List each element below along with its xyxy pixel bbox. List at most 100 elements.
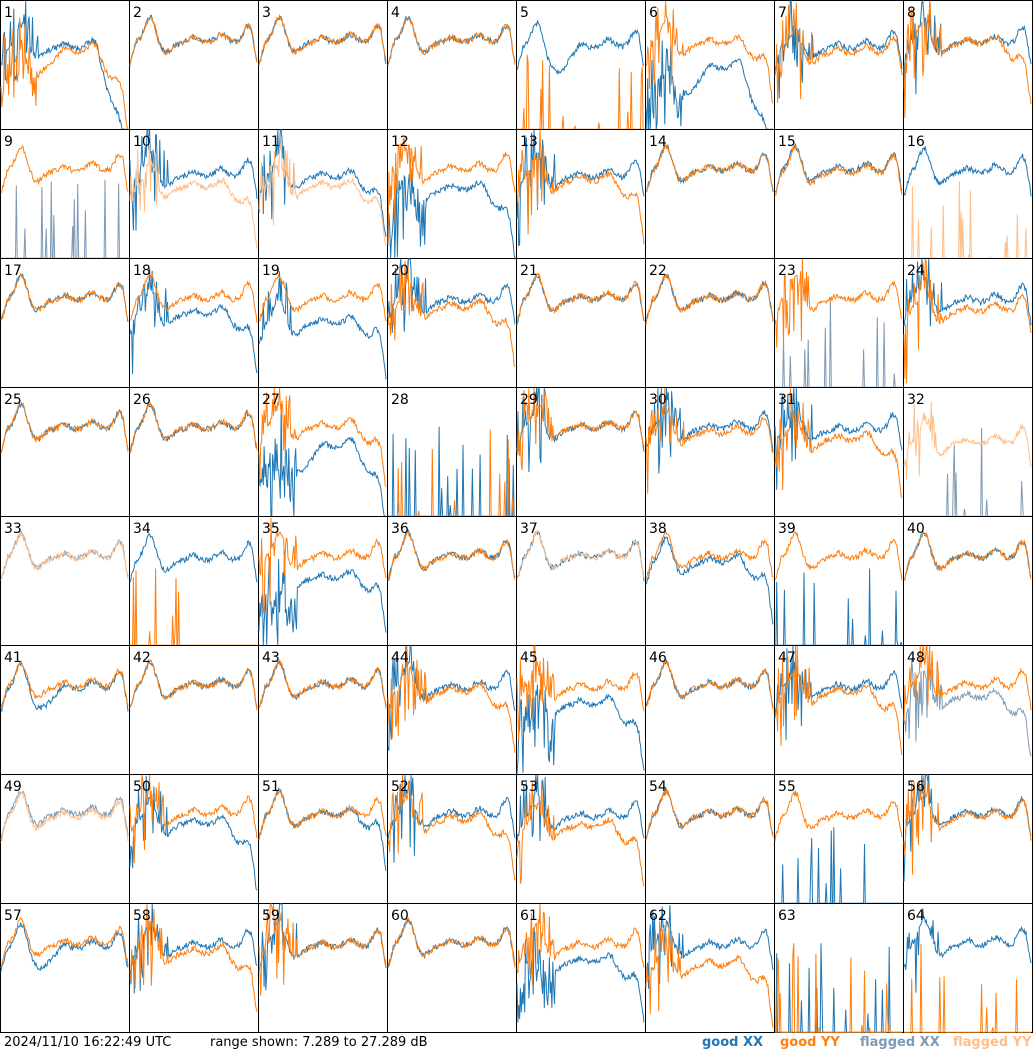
series-xx-line xyxy=(258,129,387,237)
series-xx-line xyxy=(129,129,258,231)
footer-bar: 2024/11/10 16:22:49 UTC range shown: 7.2… xyxy=(0,1033,1033,1053)
panel-label: 9 xyxy=(4,134,13,150)
panel-label: 3 xyxy=(262,5,271,21)
panel-label: 44 xyxy=(391,650,409,666)
series-xx-line xyxy=(129,14,258,66)
series-yy-line xyxy=(645,530,774,580)
panel-label: 32 xyxy=(907,392,925,408)
panel-label: 25 xyxy=(4,392,22,408)
panel-label: 36 xyxy=(391,521,409,537)
panel-label: 26 xyxy=(133,392,151,408)
series-yy-line xyxy=(387,774,516,881)
panel-label: 37 xyxy=(520,521,538,537)
series-yy-line xyxy=(0,917,129,969)
series-yy-line xyxy=(516,780,645,887)
series-xx-line xyxy=(387,774,516,863)
panel-15: 15 xyxy=(774,129,904,259)
panel-label: 58 xyxy=(133,908,151,924)
series-yy-line xyxy=(645,144,774,193)
panel-label: 56 xyxy=(907,779,925,795)
series-yy-line xyxy=(0,790,129,843)
series-yy-line xyxy=(774,2,903,103)
panel-label: 55 xyxy=(778,779,796,795)
series-yy-line xyxy=(516,903,645,985)
series-yy-line xyxy=(258,273,387,322)
series-yy-line xyxy=(129,272,258,323)
panel-label: 13 xyxy=(520,134,538,150)
series-yy-line xyxy=(645,387,774,494)
timestamp-label: 2024/11/10 16:22:49 UTC xyxy=(4,1035,172,1050)
series-xx-line xyxy=(903,530,1032,580)
series-yy-line xyxy=(258,14,387,66)
legend-flagged-yy-word: flagged xyxy=(953,1035,1013,1050)
panel-label: 10 xyxy=(133,134,151,150)
series-xx-line xyxy=(516,774,645,842)
panel-label: 43 xyxy=(262,650,280,666)
panel-label: 27 xyxy=(262,392,280,408)
series-yy-line xyxy=(903,645,1032,722)
panel-64: 64 xyxy=(903,903,1033,1033)
panel-label: 50 xyxy=(133,779,151,795)
panel-label: 24 xyxy=(907,263,925,279)
series-yy-line xyxy=(387,17,516,66)
series-yy-line xyxy=(129,774,258,864)
series-xx-line xyxy=(258,787,387,871)
series-xx-line xyxy=(645,387,774,474)
panel-label: 47 xyxy=(778,650,796,666)
panel-label: 41 xyxy=(4,650,22,666)
legend-good-xx-word: good xyxy=(702,1035,743,1050)
series-xx-line xyxy=(387,258,516,333)
series-yy-line xyxy=(0,145,129,194)
panel-label: 64 xyxy=(907,908,925,924)
series-xx-line xyxy=(129,268,258,375)
series-yy-line xyxy=(0,17,129,130)
panel-label: 57 xyxy=(4,908,22,924)
panel-label: 28 xyxy=(391,392,409,408)
series-xx-line xyxy=(0,273,129,322)
panel-label: 15 xyxy=(778,134,796,150)
legend-flagged-xx-word: flagged xyxy=(860,1035,920,1050)
panel-label: 19 xyxy=(262,263,280,279)
series-xx-line xyxy=(903,908,1032,993)
legend-flagged-yy: flagged YY xyxy=(953,1035,1032,1051)
panel-22: 22 xyxy=(645,258,775,388)
panel-label: 21 xyxy=(520,263,538,279)
series-xx-line xyxy=(387,168,516,259)
panel-label: 5 xyxy=(520,5,529,21)
panel-label: 35 xyxy=(262,521,280,537)
series-yy-line xyxy=(387,137,516,244)
series-xx-line xyxy=(903,659,1032,757)
series-yy-line xyxy=(645,272,774,325)
series-yy-line xyxy=(903,259,1032,384)
series-yy-line xyxy=(387,917,516,968)
series-yy-line xyxy=(903,775,1032,875)
series-yy-line xyxy=(387,530,516,580)
series-xx-line xyxy=(645,40,773,130)
series-xx-line xyxy=(258,403,386,517)
series-xx-line xyxy=(516,20,645,75)
panel-58: 58 xyxy=(129,903,259,1033)
series-xx-line xyxy=(129,658,258,708)
range-label: range shown: 7.289 to 27.289 dB xyxy=(210,1035,428,1050)
panel-label: 62 xyxy=(649,908,667,924)
series-yy-line xyxy=(387,646,516,753)
panel-label: 54 xyxy=(649,779,667,795)
series-yy-line xyxy=(516,645,645,741)
series-yy-line xyxy=(129,16,258,66)
panel-label: 11 xyxy=(262,134,280,150)
panel-label: 7 xyxy=(778,5,787,21)
series-xx-line xyxy=(0,922,129,972)
legend-good-yy-word: good xyxy=(780,1035,821,1050)
series-yy-line xyxy=(129,659,258,711)
series-yy-line xyxy=(774,387,903,499)
series-yy-line xyxy=(775,943,902,1033)
panel-label: 60 xyxy=(391,908,409,924)
panel-label: 39 xyxy=(778,521,796,537)
series-yy-line xyxy=(774,531,903,581)
series-yy-line xyxy=(129,136,258,249)
series-yy-line xyxy=(516,129,645,245)
series-yy-line xyxy=(516,387,645,471)
series-yy-line xyxy=(258,387,387,488)
legend-good-yy: good YY xyxy=(780,1035,840,1051)
series-yy-line xyxy=(904,943,1031,1033)
